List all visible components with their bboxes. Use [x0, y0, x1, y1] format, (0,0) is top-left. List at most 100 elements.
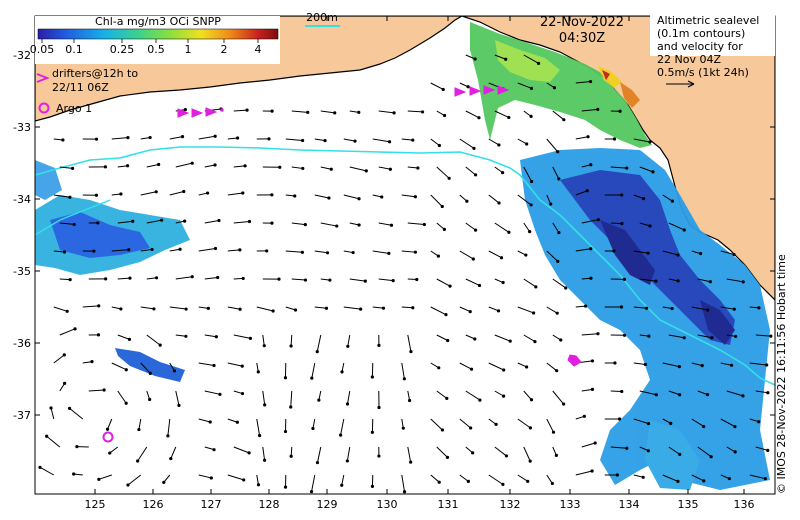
velocity-arrow [523, 54, 539, 64]
velocity-arrow [343, 138, 356, 142]
velocity-arrow-head [554, 453, 558, 457]
velocity-arrow [378, 166, 391, 170]
velocity-arrow [343, 306, 361, 310]
velocity-arrow-head [301, 166, 305, 171]
velocity-arrow-head [218, 392, 222, 396]
velocity-arrow-head [324, 306, 329, 310]
velocity-arrow-head [267, 137, 271, 141]
velocity-arrow-head [648, 224, 652, 228]
velocity-arrow-head [710, 336, 714, 340]
velocity-arrow-head [377, 405, 381, 410]
velocity-arrow [111, 249, 129, 252]
velocity-arrow [581, 333, 598, 336]
velocity-arrow [407, 110, 423, 113]
argo-legend: Argo 1 [38, 102, 92, 115]
velocity-arrow-head [72, 472, 76, 476]
velocity-arrow [285, 250, 303, 253]
velocity-arrow [575, 81, 591, 84]
velocity-arrow-head [588, 79, 593, 84]
velocity-arrow [552, 390, 565, 405]
velocity-arrow [227, 306, 241, 310]
scale-arrow-head [687, 80, 695, 88]
velocity-arrow-head [469, 367, 474, 371]
bathymetry-legend: 200m [305, 11, 340, 27]
velocity-arrow-head [643, 362, 648, 367]
velocity-arrow-head [96, 221, 100, 225]
velocity-arrow-head [38, 465, 42, 469]
velocity-arrow-head [529, 203, 533, 207]
velocity-arrow-head [241, 276, 245, 281]
velocity-arrow-head [596, 332, 600, 336]
velocity-arrow-head [618, 109, 622, 113]
velocity-arrow [378, 222, 392, 226]
velocity-arrow-head [152, 307, 156, 311]
velocity-arrow [546, 250, 559, 262]
velocity-arrow [227, 474, 244, 481]
velocity-arrow [552, 222, 560, 233]
velocity-arrow [312, 418, 316, 429]
velocity-arrow [343, 194, 360, 200]
velocity-arrow-head [388, 167, 392, 171]
velocity-arrow [697, 334, 713, 339]
altimetry-note-line: and velocity for [657, 40, 743, 53]
velocity-arrow-head [468, 310, 472, 314]
velocity-arrow-head [757, 306, 761, 310]
velocity-arrow-head [158, 343, 162, 347]
velocity-arrow [523, 222, 531, 232]
velocity-arrow [347, 334, 351, 347]
lon-tick-label: 132 [500, 498, 521, 511]
velocity-arrow-head [277, 277, 281, 281]
drifter-marker [220, 108, 224, 112]
velocity-arrow [204, 334, 217, 338]
velocity-arrow-head [270, 221, 274, 225]
velocity-arrow-head [556, 150, 560, 154]
velocity-arrow [378, 110, 395, 114]
altimetry-note-line: 22 Nov 04Z [657, 53, 721, 66]
velocity-arrow [581, 219, 599, 224]
velocity-arrow [227, 418, 238, 423]
velocity-arrow-head [190, 161, 194, 165]
velocity-arrow-head [303, 278, 308, 282]
velocity-arrow [494, 334, 511, 342]
velocity-arrow [720, 418, 736, 428]
velocity-arrow [552, 110, 565, 121]
velocity-arrow-head [63, 381, 67, 385]
velocity-arrow [459, 418, 471, 429]
velocity-arrow-head [357, 110, 361, 114]
velocity-arrow-head [389, 223, 394, 227]
velocity-arrow-head [278, 165, 282, 169]
velocity-arrow [262, 390, 266, 405]
velocity-arrow-head [508, 339, 512, 343]
velocity-arrow [552, 278, 567, 289]
velocity-arrow-head [534, 285, 538, 289]
velocity-arrow-head [440, 428, 445, 432]
velocity-arrow [662, 194, 673, 202]
velocity-arrow [347, 390, 351, 405]
velocity-arrow-head [651, 170, 655, 174]
velocity-arrow-head [620, 221, 624, 226]
velocity-arrow [59, 278, 71, 281]
velocity-arrow-head [108, 451, 112, 455]
velocity-arrow [407, 334, 412, 352]
velocity-arrow [290, 390, 293, 408]
velocity-arrow-head [70, 166, 75, 170]
velocity-arrow-head [549, 202, 553, 206]
velocity-arrow [430, 418, 443, 431]
velocity-arrow-head [502, 368, 506, 372]
argo-legend-icon [38, 102, 50, 114]
velocity-arrow-head [243, 164, 247, 168]
velocity-arrow-head [741, 280, 745, 284]
velocity-arrow-head [245, 108, 249, 112]
velocity-arrow-head [102, 388, 106, 392]
velocity-arrow-head [700, 363, 704, 368]
velocity-arrow-head [370, 430, 374, 434]
velocity-arrow [69, 407, 84, 420]
velocity-arrow-head [436, 254, 440, 258]
velocity-arrow [523, 390, 532, 401]
velocity-arrow [720, 250, 735, 255]
velocity-arrow-head [325, 251, 330, 255]
velocity-arrow [227, 192, 243, 196]
velocity-arrow [465, 54, 476, 60]
lat-tick-label: -35 [13, 265, 31, 278]
velocity-arrow-head [62, 250, 67, 254]
